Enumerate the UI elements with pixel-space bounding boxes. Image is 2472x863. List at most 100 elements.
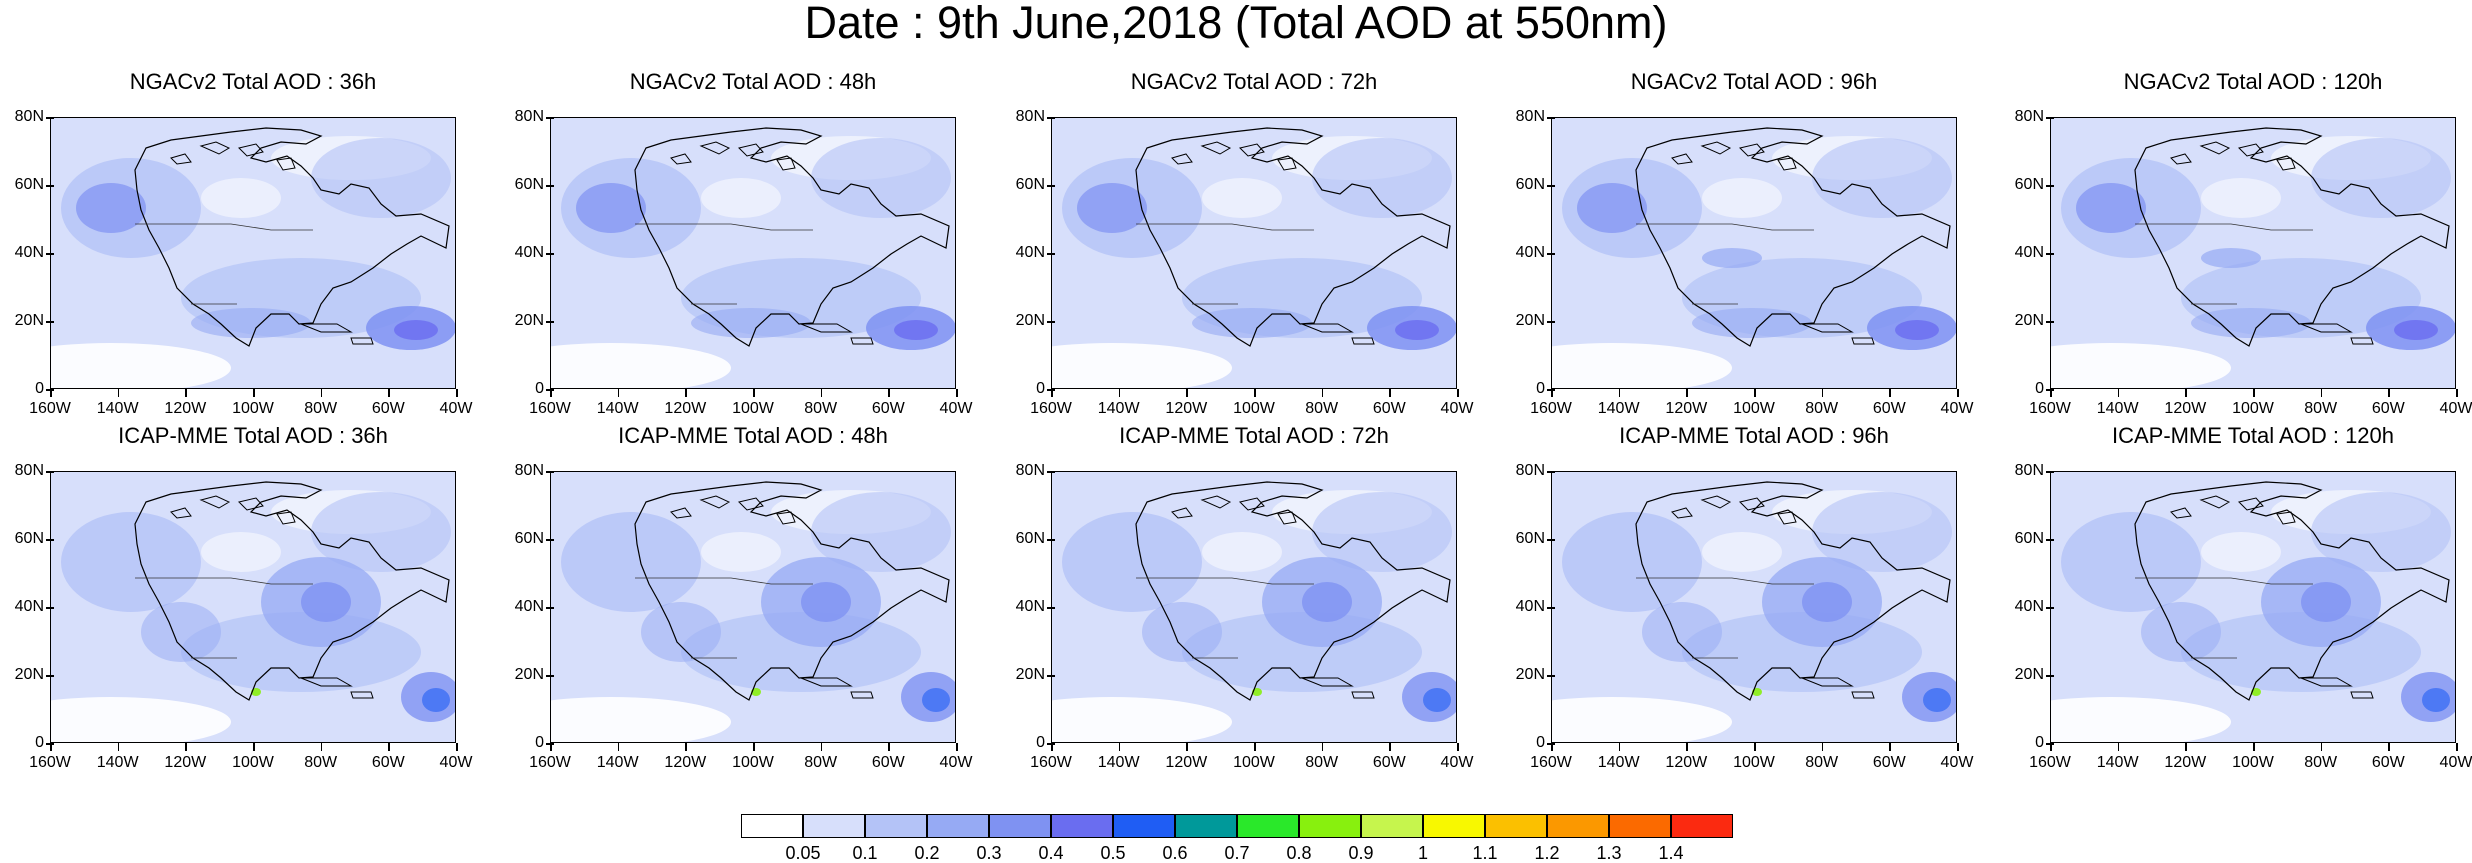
lon-tick-mark <box>617 389 620 397</box>
lat-tick-label: 20N <box>2014 312 2044 329</box>
lon-tick-mark <box>888 389 890 397</box>
lon-tick-mark <box>1254 743 1256 751</box>
lon-tick-mark <box>1457 389 1459 397</box>
lat-tick-mark <box>2046 675 2054 677</box>
lat-tick-mark <box>1547 675 1555 677</box>
lon-tick-label: 40W <box>2439 400 2472 417</box>
lat-tick-mark <box>1547 471 1555 473</box>
lon-tick-label: 100W <box>732 400 774 417</box>
lon-tick-mark <box>320 743 323 751</box>
lat-tick-label: 40N <box>1015 598 1045 615</box>
lat-tick-mark <box>546 607 554 609</box>
lat-tick-label: 80N <box>1515 108 1545 125</box>
lon-tick-label: 160W <box>529 400 571 417</box>
lon-tick-label: 100W <box>732 754 774 771</box>
lat-tick-label: 40N <box>1515 244 1545 261</box>
lon-tick-label: 160W <box>1030 400 1072 417</box>
colorbar-label: 1.1 <box>1472 843 1498 863</box>
lon-tick-label: 140W <box>1597 400 1640 417</box>
lon-tick-mark <box>550 743 552 751</box>
lon-tick-mark <box>117 743 120 751</box>
lat-tick-mark <box>1547 117 1555 119</box>
lat-tick-label: 60N <box>1015 530 1045 547</box>
lon-tick-label: 120W <box>164 400 207 417</box>
map-panel <box>1051 471 1457 743</box>
lon-tick-label: 60W <box>871 754 905 771</box>
lat-tick-mark <box>1047 321 1055 323</box>
map-panel <box>550 117 956 389</box>
lat-tick-mark <box>546 471 554 473</box>
lat-tick-label: 60N <box>1515 530 1545 547</box>
lat-tick-mark <box>46 185 54 187</box>
lon-tick-mark <box>1254 389 1256 397</box>
lat-tick-mark <box>546 117 554 119</box>
lon-tick-label: 40W <box>439 400 473 417</box>
lon-tick-label: 140W <box>2096 400 2139 417</box>
colorbar-label: 0.4 <box>1038 843 1064 863</box>
lat-tick-mark <box>546 539 554 541</box>
lon-tick-mark <box>2117 743 2120 751</box>
lat-tick-label: 80N <box>1515 462 1545 479</box>
lon-tick-label: 40W <box>2439 754 2472 771</box>
lat-tick-mark <box>46 539 54 541</box>
lon-tick-label: 160W <box>29 754 71 771</box>
panel-title: ICAP-MME Total AOD : 72h <box>1119 423 1389 448</box>
lat-tick-label: 80N <box>514 462 544 479</box>
lon-tick-label: 120W <box>664 400 707 417</box>
lon-tick-mark <box>1686 389 1688 397</box>
colorbar-label: 0.7 <box>1224 843 1250 863</box>
lon-tick-label: 60W <box>2371 754 2405 771</box>
lat-tick-label: 20N <box>1515 666 1545 683</box>
panel-title: NGACv2 Total AOD : 72h <box>1130 69 1378 94</box>
lon-tick-label: 100W <box>1733 754 1775 771</box>
lat-tick-label: 40N <box>2014 244 2044 261</box>
lon-tick-label: 120W <box>1665 400 1708 417</box>
map-panel <box>50 117 456 389</box>
lon-tick-mark <box>50 389 52 397</box>
lat-tick-mark <box>46 117 54 119</box>
lat-tick-mark <box>2046 539 2054 541</box>
panel-title: ICAP-MME Total AOD : 120h <box>2111 423 2395 448</box>
lon-tick-mark <box>685 389 687 397</box>
lat-tick-label: 0 <box>1036 380 1045 397</box>
lon-tick-mark <box>253 743 255 751</box>
lon-tick-label: 140W <box>596 400 639 417</box>
lon-tick-label: 100W <box>232 400 274 417</box>
lon-tick-label: 80W <box>1305 754 1339 771</box>
lat-tick-mark <box>1547 539 1555 541</box>
colorbar-swatch <box>1175 814 1237 838</box>
lon-tick-mark <box>820 389 823 397</box>
lon-tick-mark <box>1957 389 1959 397</box>
colorbar-label: 1.2 <box>1534 843 1560 863</box>
colorbar-swatch <box>803 814 865 838</box>
colorbar-label: 1.3 <box>1596 843 1622 863</box>
lon-tick-label: 80W <box>1305 400 1339 417</box>
lat-tick-mark <box>2046 253 2054 255</box>
lat-tick-label: 20N <box>514 312 544 329</box>
lon-tick-label: 100W <box>232 754 274 771</box>
lon-tick-mark <box>1457 743 1459 751</box>
aod-field-map <box>1552 118 1956 388</box>
map-panel <box>550 471 956 743</box>
lat-tick-label: 20N <box>2014 666 2044 683</box>
colorbar-label: 0.2 <box>914 843 940 863</box>
lon-tick-mark <box>1051 389 1053 397</box>
lon-tick-label: 120W <box>164 754 207 771</box>
lon-tick-label: 120W <box>664 754 707 771</box>
lon-tick-label: 160W <box>1030 754 1072 771</box>
lon-tick-mark <box>1686 743 1688 751</box>
panel-title: NGACv2 Total AOD : 48h <box>629 69 877 94</box>
lat-tick-label: 0 <box>2035 734 2044 751</box>
lon-tick-mark <box>2456 743 2458 751</box>
lon-tick-label: 80W <box>304 400 338 417</box>
lon-tick-mark <box>820 743 823 751</box>
lat-tick-mark <box>546 675 554 677</box>
colorbar-swatch <box>1051 814 1113 838</box>
lon-tick-mark <box>388 389 390 397</box>
lat-tick-label: 0 <box>1536 734 1545 751</box>
lon-tick-mark <box>2185 389 2187 397</box>
map-panel <box>2050 117 2456 389</box>
lon-tick-label: 100W <box>1233 400 1275 417</box>
lon-tick-label: 100W <box>2232 754 2274 771</box>
lat-tick-label: 80N <box>1015 108 1045 125</box>
